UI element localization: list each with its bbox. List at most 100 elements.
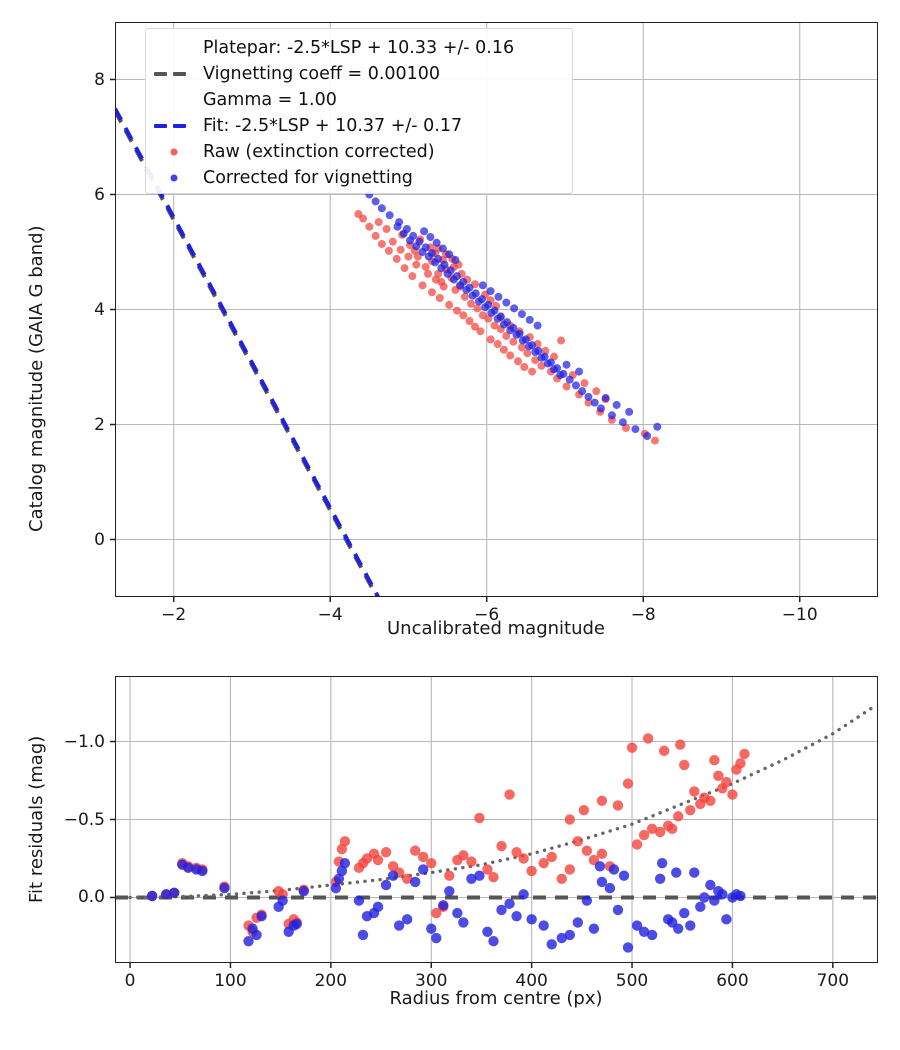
data-point	[385, 211, 394, 220]
data-point	[197, 865, 208, 877]
legend-entry: Raw (extinction corrected)	[154, 139, 435, 165]
data-point	[626, 742, 638, 753]
data-point	[525, 315, 534, 324]
data-point	[437, 264, 446, 273]
data-point	[531, 348, 540, 357]
x-tick-label: 0	[124, 971, 136, 991]
data-point	[695, 901, 706, 913]
data-point	[243, 935, 254, 947]
data-point	[424, 269, 433, 278]
y-tick-label: 2	[94, 414, 105, 435]
data-point	[482, 926, 493, 938]
data-point	[251, 929, 262, 941]
data-point	[631, 839, 643, 850]
data-point	[675, 739, 686, 750]
data-point	[546, 939, 557, 950]
data-point	[564, 864, 575, 875]
legend-label: Vignetting coeff = 0.00100	[203, 64, 441, 84]
data-point	[474, 297, 483, 306]
data-point	[735, 758, 746, 769]
data-point	[727, 789, 738, 800]
y-tick-label: 0.0	[77, 887, 105, 908]
data-point	[377, 204, 386, 213]
data-point	[374, 218, 383, 227]
data-point	[643, 432, 652, 440]
data-point	[562, 382, 571, 391]
data-point	[458, 917, 469, 928]
data-point	[638, 926, 650, 938]
data-point	[487, 308, 496, 317]
data-point	[401, 873, 413, 884]
data-point	[596, 848, 608, 860]
data-point	[481, 303, 490, 312]
data-point	[473, 304, 482, 313]
y-tick-label: 4	[94, 299, 105, 320]
data-point	[510, 304, 519, 313]
data-point	[409, 876, 421, 888]
gridlines	[115, 676, 878, 963]
data-point	[581, 895, 593, 906]
data-point	[588, 923, 600, 934]
data-point	[465, 317, 474, 325]
data-point	[372, 901, 384, 913]
bottom-x-axis-title: Radius from centre (px)	[389, 988, 603, 1009]
top-x-axis-title: Uncalibrated magnitude	[386, 618, 606, 639]
data-point	[493, 340, 502, 348]
legend-label: Fit: -2.5*LSP + 10.37 +/- 0.17	[203, 116, 463, 136]
data-point	[578, 804, 590, 816]
data-point	[486, 287, 495, 296]
data-point	[520, 363, 529, 371]
data-point	[509, 337, 518, 346]
data-point	[339, 836, 351, 847]
marker-dot	[170, 148, 178, 156]
data-point	[524, 342, 533, 351]
data-point	[564, 929, 575, 941]
data-point	[426, 923, 437, 934]
data-point	[438, 900, 449, 911]
data-point	[256, 911, 267, 922]
data-point	[709, 895, 720, 906]
data-point	[517, 343, 526, 352]
data-point	[183, 862, 194, 874]
data-point	[468, 291, 477, 300]
data-point	[671, 867, 682, 878]
data-point	[596, 795, 608, 806]
data-point	[478, 281, 487, 290]
data-point	[404, 252, 413, 261]
data-point	[432, 238, 441, 247]
data-point	[499, 345, 508, 354]
data-point	[336, 843, 348, 855]
x-tick-label: 100	[214, 971, 247, 991]
data-point	[646, 823, 658, 835]
data-point	[679, 907, 690, 919]
data-point	[721, 914, 732, 925]
data-point	[654, 826, 666, 838]
legend-label: Raw (extinction corrected)	[203, 142, 435, 162]
x-tick-label: −4	[317, 605, 343, 625]
fit-residuals-panel: 0 100 200 300 400 500 600 700 0.0 −0.5 −1.0 Radius…	[0, 655, 900, 1050]
data-point	[496, 840, 507, 852]
data-point	[556, 873, 567, 884]
data-point	[546, 851, 557, 863]
data-point	[673, 811, 684, 822]
data-point	[564, 814, 575, 825]
data-point	[445, 250, 454, 259]
data-point	[474, 870, 485, 881]
data-point	[330, 882, 342, 894]
data-point	[735, 890, 746, 902]
data-point	[431, 907, 442, 919]
dash-segment	[173, 124, 186, 128]
data-point	[380, 847, 392, 858]
data-point	[456, 281, 465, 290]
data-point	[518, 336, 527, 345]
data-point	[679, 759, 690, 771]
data-point	[565, 375, 574, 384]
data-point	[699, 892, 710, 903]
data-point	[612, 400, 621, 409]
data-point	[526, 865, 537, 877]
data-point	[654, 873, 666, 884]
data-point	[685, 920, 696, 931]
data-point	[504, 789, 515, 800]
platepar-line-swatch	[154, 61, 194, 87]
data-point	[538, 857, 549, 869]
